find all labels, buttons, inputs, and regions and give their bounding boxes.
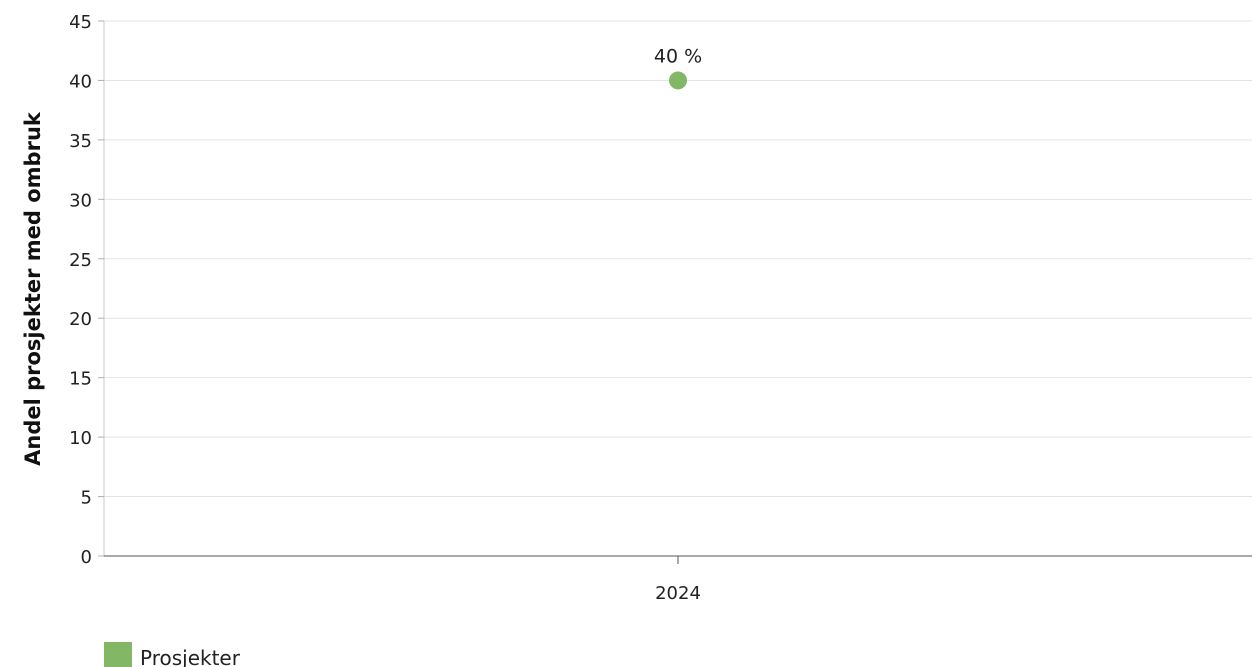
data-points: 40 % [654, 45, 702, 90]
y-tick-label: 40 [69, 71, 92, 92]
y-tick-label: 30 [69, 190, 92, 211]
y-tick-label: 25 [69, 250, 92, 271]
axes [103, 21, 1252, 557]
y-axis-title: Andel prosjekter med ombruk [21, 111, 45, 466]
y-tick-label: 15 [69, 369, 92, 390]
y-tick-label: 0 [81, 547, 92, 568]
y-tick-label: 5 [81, 488, 92, 509]
legend-label: Prosjekter [140, 646, 241, 667]
legend-swatch [104, 642, 132, 667]
y-tick-label: 10 [69, 428, 92, 449]
x-tick-labels: 2024 [655, 556, 701, 604]
x-tick-label: 2024 [655, 583, 701, 604]
gridlines [104, 20, 1252, 498]
data-point [669, 71, 687, 90]
legend: Prosjekter [104, 642, 241, 667]
y-tick-labels: 0 5 10 15 20 25 30 35 40 45 [69, 12, 104, 568]
y-tick-label: 45 [69, 12, 92, 33]
data-label: 40 % [654, 45, 702, 67]
y-tick-label: 20 [69, 309, 92, 330]
y-tick-label: 35 [69, 131, 92, 152]
